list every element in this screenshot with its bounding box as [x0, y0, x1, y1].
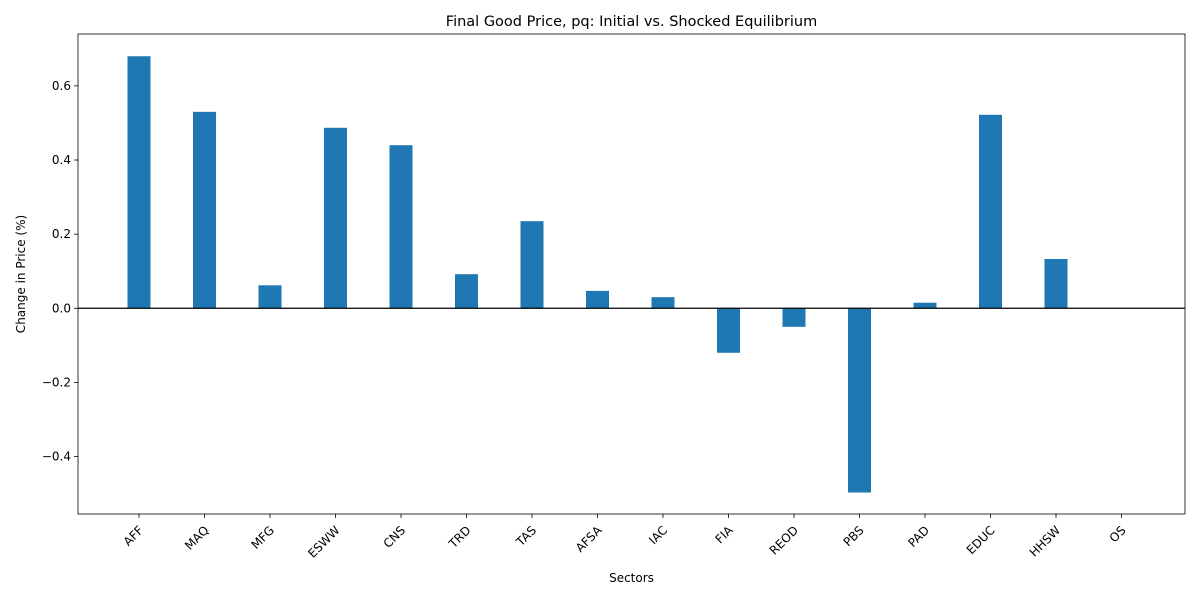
bar-tas [520, 221, 544, 309]
x-tick-label-hhsw: HHSW [1027, 523, 1064, 560]
x-tick-label-os: OS [1107, 523, 1129, 545]
bars-group [127, 56, 1068, 493]
plot-frame [77, 33, 1186, 515]
x-tick-label-maq: MAQ [182, 523, 212, 553]
x-tick-label-mfg: MFG [248, 523, 277, 552]
bar-pad [913, 302, 937, 309]
bar-esww [324, 127, 347, 309]
y-tick-label: −0.2 [42, 375, 71, 389]
y-tick-label: 0.2 [52, 227, 71, 241]
y-axis-label: Change in Price (%) [14, 215, 28, 333]
x-axis-ticks: AFF MAQ MFG ESWW CNS TRD TAS AFSA IAC FIA REOD PBS P… [121, 514, 1129, 561]
x-tick-label-pad: PAD [905, 523, 932, 550]
x-axis-label: Sectors [609, 571, 654, 585]
bar-cns [389, 145, 413, 309]
bar-iac [651, 297, 675, 309]
bar-reod [782, 308, 806, 327]
x-tick-label-educ: EDUC [964, 523, 998, 557]
x-tick-label-trd: TRD [445, 523, 473, 551]
y-tick-label: 0.0 [52, 301, 71, 315]
bar-trd [455, 274, 478, 309]
x-tick-label-cns: CNS [381, 523, 409, 551]
bar-mfg [258, 285, 282, 309]
bar-fia [717, 308, 740, 353]
x-tick-label-tas: TAS [513, 523, 539, 549]
y-tick-label: 0.6 [52, 79, 71, 93]
y-tick-label: 0.4 [52, 153, 71, 167]
x-tick-label-fia: FIA [713, 523, 737, 547]
x-tick-label-afsa: AFSA [573, 523, 605, 555]
bar-pbs [848, 308, 871, 493]
chart-title: Final Good Price, pq: Initial vs. Shocke… [446, 14, 817, 30]
x-tick-label-reod: REOD [767, 523, 801, 557]
x-tick-label-iac: IAC [646, 523, 670, 547]
bar-educ [979, 114, 1002, 309]
y-tick-label: −0.4 [42, 450, 71, 464]
x-tick-label-pbs: PBS [841, 523, 867, 549]
y-axis-ticks: −0.4 −0.2 0.0 0.2 0.4 0.6 [42, 79, 78, 464]
x-tick-label-esww: ESWW [305, 523, 343, 561]
bar-afsa [586, 290, 609, 309]
bar-aff [127, 56, 151, 309]
bar-maq [193, 111, 216, 309]
bar-hhsw [1044, 258, 1068, 309]
x-tick-label-aff: AFF [121, 523, 147, 549]
